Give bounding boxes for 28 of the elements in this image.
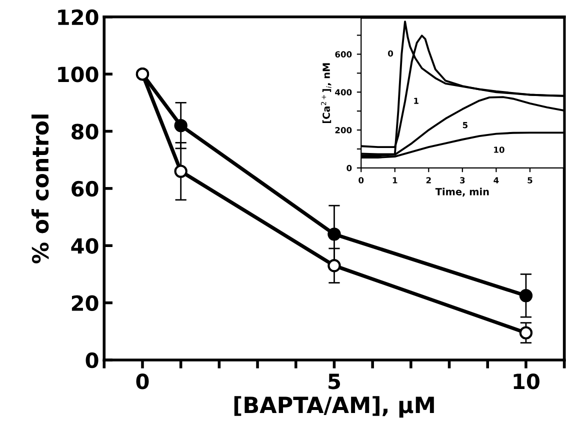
x-tick-label: 5: [528, 177, 532, 184]
x-tick-label: 10: [514, 374, 540, 390]
x-tick-label: 3: [460, 177, 465, 184]
x-tick-label: 2: [426, 177, 431, 184]
y-tick-label: 400: [335, 89, 352, 96]
x-tick-label: 0: [358, 177, 364, 184]
y-tick-label: 60: [72, 180, 98, 197]
y-tick-label: 120: [58, 9, 98, 26]
y-tick-label: 200: [335, 127, 352, 134]
x-tick-label: 0: [136, 374, 149, 390]
y-tick-label: 20: [72, 295, 98, 312]
series-label: 5: [462, 122, 468, 128]
y-axis-title: % of control: [32, 114, 49, 264]
x-axis-title: [BAPTA/AM], µM: [234, 396, 434, 418]
y-tick-label: 0: [86, 352, 98, 368]
x-tick-label: 1: [392, 177, 398, 184]
x-axis-title: Time, min: [435, 188, 489, 197]
y-tick-label: 0: [346, 164, 352, 172]
y-tick-label: 80: [72, 124, 98, 140]
x-tick-label: 4: [494, 177, 499, 184]
y-tick-label: 40: [71, 238, 98, 254]
series-label: 1: [414, 98, 418, 104]
y-tick-label: 100: [58, 66, 98, 82]
series-label: 10: [494, 146, 504, 153]
x-tick-label: 5: [328, 374, 340, 390]
series-label: 0: [388, 50, 394, 57]
y-tick-label: 600: [335, 51, 352, 58]
y-axis-title: [Ca$^{2+}$]$_{i}$, nM: [321, 63, 332, 124]
